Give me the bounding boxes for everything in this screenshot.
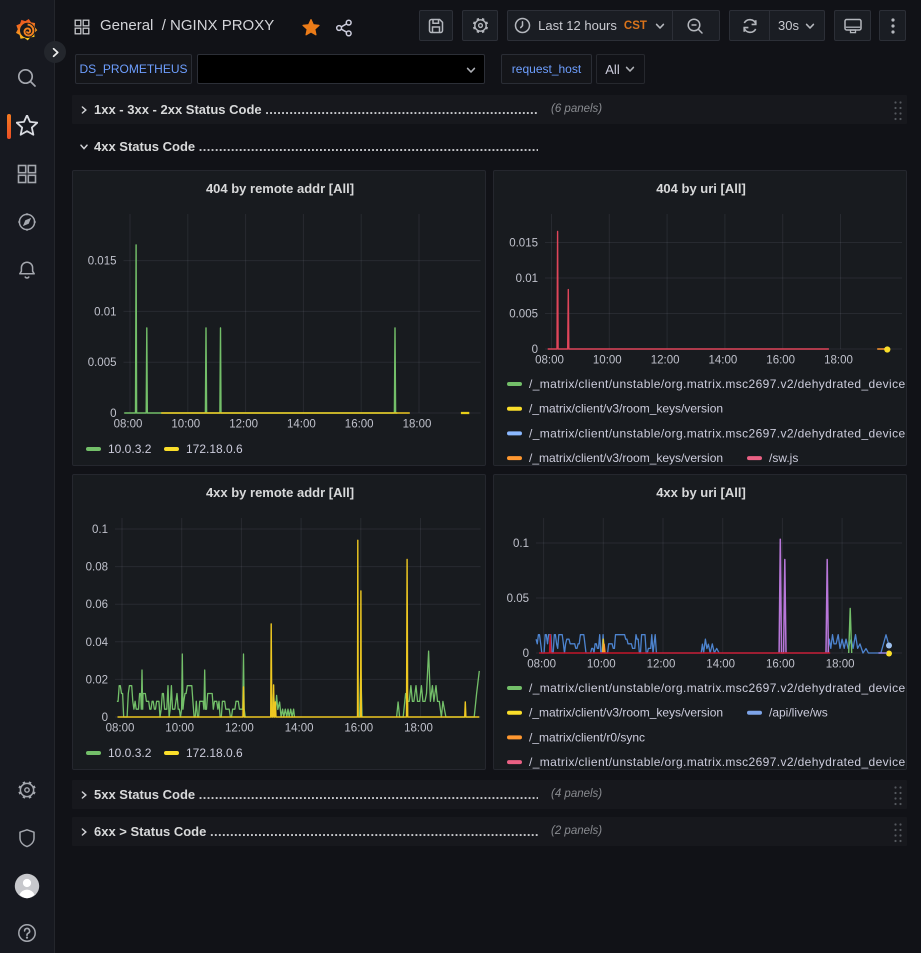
svg-text:14:00: 14:00 <box>706 659 735 671</box>
svg-text:/api/live/ws: /api/live/ws <box>769 706 828 720</box>
svg-text:08:00: 08:00 <box>535 355 564 367</box>
svg-text:16:00: 16:00 <box>766 659 795 671</box>
svg-text:14:00: 14:00 <box>709 355 738 367</box>
svg-text:/sw.js: /sw.js <box>769 451 798 465</box>
svg-text:0: 0 <box>523 648 529 660</box>
svg-text:10:00: 10:00 <box>171 419 200 431</box>
svg-text:12:00: 12:00 <box>647 659 676 671</box>
svg-text:0.08: 0.08 <box>86 562 108 574</box>
svg-text:0.005: 0.005 <box>509 309 538 321</box>
svg-text:18:00: 18:00 <box>403 419 432 431</box>
svg-text:0.015: 0.015 <box>88 256 117 268</box>
svg-text:08:00: 08:00 <box>106 723 135 735</box>
svg-text:08:00: 08:00 <box>114 419 143 431</box>
svg-text:0.015: 0.015 <box>509 238 538 250</box>
svg-text:14:00: 14:00 <box>287 419 316 431</box>
svg-text:08:00: 08:00 <box>527 659 556 671</box>
svg-text:404 by remote addr [All]: 404 by remote addr [All] <box>206 181 354 196</box>
svg-text:10:00: 10:00 <box>587 659 616 671</box>
svg-text:/_matrix/client/unstable/org.m: /_matrix/client/unstable/org.matrix.msc2… <box>529 681 906 695</box>
svg-text:0.02: 0.02 <box>86 674 108 686</box>
svg-text:16:00: 16:00 <box>344 723 373 735</box>
svg-text:16:00: 16:00 <box>766 355 795 367</box>
svg-text:4xx by uri [All]: 4xx by uri [All] <box>656 485 746 500</box>
svg-text:0.1: 0.1 <box>513 538 529 550</box>
svg-text:4xx by remote addr [All]: 4xx by remote addr [All] <box>206 485 354 500</box>
svg-text:10:00: 10:00 <box>165 723 194 735</box>
svg-text:0.06: 0.06 <box>86 599 108 611</box>
svg-text:0: 0 <box>110 408 116 420</box>
svg-text:0.05: 0.05 <box>507 593 529 605</box>
svg-text:404 by uri [All]: 404 by uri [All] <box>656 181 746 196</box>
svg-text:18:00: 18:00 <box>404 723 433 735</box>
svg-text:16:00: 16:00 <box>345 419 374 431</box>
svg-text:0: 0 <box>102 712 108 724</box>
svg-text:/_matrix/client/unstable/org.m: /_matrix/client/unstable/org.matrix.msc2… <box>529 377 906 391</box>
svg-text:0.04: 0.04 <box>86 637 109 649</box>
svg-text:10:00: 10:00 <box>593 355 622 367</box>
svg-text:12:00: 12:00 <box>651 355 680 367</box>
svg-text:18:00: 18:00 <box>826 659 855 671</box>
svg-text:/_matrix/client/unstable/org.m: /_matrix/client/unstable/org.matrix.msc2… <box>529 426 906 440</box>
svg-text:10.0.3.2: 10.0.3.2 <box>108 442 152 456</box>
svg-text:172.18.0.6: 172.18.0.6 <box>186 746 243 760</box>
svg-text:/_matrix/client/v3/room_keys/v: /_matrix/client/v3/room_keys/version <box>529 451 723 465</box>
svg-text:0: 0 <box>532 344 538 356</box>
svg-text:/_matrix/client/unstable/org.m: /_matrix/client/unstable/org.matrix.msc2… <box>529 755 906 769</box>
svg-text:12:00: 12:00 <box>229 419 258 431</box>
svg-text:12:00: 12:00 <box>225 723 254 735</box>
svg-text:0.1: 0.1 <box>92 524 108 536</box>
svg-text:0.005: 0.005 <box>88 357 117 369</box>
svg-text:10.0.3.2: 10.0.3.2 <box>108 746 152 760</box>
svg-text:0.01: 0.01 <box>516 273 538 285</box>
svg-text:/_matrix/client/v3/room_keys/v: /_matrix/client/v3/room_keys/version <box>529 706 723 720</box>
svg-text:/_matrix/client/v3/room_keys/v: /_matrix/client/v3/room_keys/version <box>529 402 723 416</box>
svg-text:14:00: 14:00 <box>285 723 314 735</box>
svg-text:0.01: 0.01 <box>94 306 116 318</box>
svg-text:172.18.0.6: 172.18.0.6 <box>186 442 243 456</box>
svg-text:18:00: 18:00 <box>824 355 853 367</box>
svg-text:/_matrix/client/r0/sync: /_matrix/client/r0/sync <box>529 730 645 744</box>
